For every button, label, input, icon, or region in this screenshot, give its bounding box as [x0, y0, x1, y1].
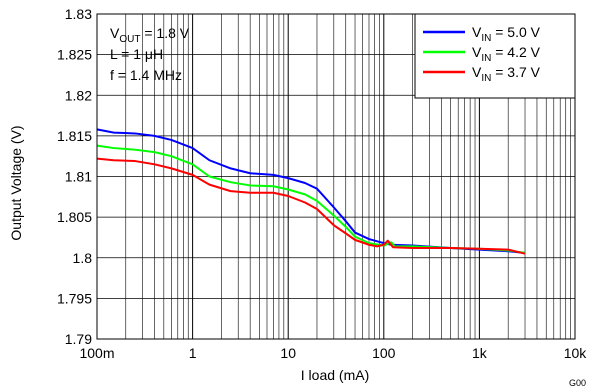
y-tick-labels: 1.79 1.795 1.8 1.805 1.81 1.815 1.82 1.825 1.83: [57, 6, 92, 347]
grid-lines: [96, 13, 575, 340]
series-lines: [96, 128, 526, 255]
conditions-annotation: VOUT = 1.8 VL = 1 μH f = 1.4 MHz: [110, 25, 190, 83]
x-tick-label: 100: [372, 345, 396, 361]
y-tick-label: 1.81: [65, 169, 92, 185]
legend-box: [414, 13, 576, 99]
y-tick-label: 1.825: [57, 47, 92, 63]
plot-frame: [96, 13, 576, 340]
legend-label: VIN = 3.7 V: [472, 64, 541, 84]
y-tick-label: 1.8: [73, 250, 93, 266]
y-tick-label: 1.815: [57, 128, 92, 144]
y-tick-label: 1.79: [65, 331, 92, 347]
y-tick-label: 1.795: [57, 290, 92, 306]
condition-line: VOUT = 1.8 V: [110, 25, 190, 45]
y-tick-label: 1.83: [65, 6, 92, 22]
series-line: [96, 144, 526, 254]
x-tick-label: 100m: [79, 345, 114, 361]
figure-code: G00: [569, 378, 586, 388]
x-tick-label: 10: [280, 345, 296, 361]
condition-line: f = 1.4 MHz: [110, 67, 182, 83]
series-line: [96, 128, 526, 254]
y-tick-label: 1.82: [65, 87, 92, 103]
x-axis-title: I load (mA): [301, 367, 369, 383]
x-tick-label: 10k: [564, 345, 588, 361]
legend-label: VIN = 4.2 V: [472, 44, 541, 64]
y-axis-title: Output Voltage (V): [8, 125, 24, 240]
legend-label: VIN = 5.0 V: [472, 24, 541, 44]
x-tick-label: 1k: [472, 345, 488, 361]
x-tick-label: 1: [189, 345, 197, 361]
y-tick-label: 1.805: [57, 209, 92, 225]
x-tick-labels: 100m 1 10 100 1k 10k: [79, 345, 587, 361]
condition-line: L = 1 μH: [110, 46, 163, 62]
series-line: [96, 157, 526, 255]
